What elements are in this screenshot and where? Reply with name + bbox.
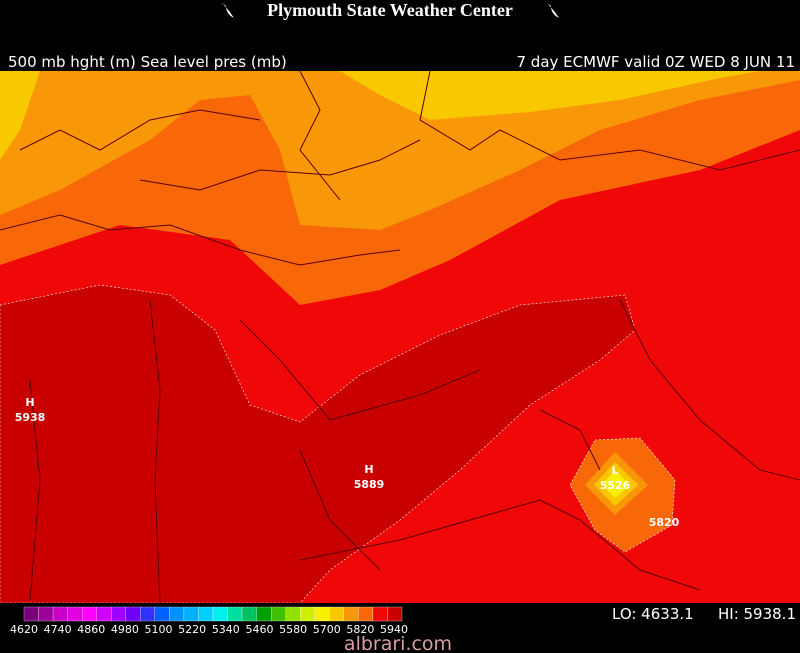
colorbar-swatch (241, 606, 257, 622)
region (0, 71, 40, 160)
colorbar-swatch (96, 606, 112, 622)
colorbar-label: 5820 (346, 623, 374, 636)
border (0, 71, 800, 603)
colorbar-swatch (300, 606, 315, 622)
logo-swoosh (547, 3, 559, 18)
colorbar-swatch (169, 606, 185, 622)
colorbar-label: 5460 (245, 623, 273, 636)
logo-swoosh (222, 3, 234, 18)
region (0, 284, 636, 603)
center-value: 5526 (600, 479, 631, 492)
colorbar-swatch (314, 606, 330, 622)
colorbar-swatch (23, 606, 39, 622)
colorbar-swatch (52, 606, 68, 622)
contour-label: 5820 (649, 516, 680, 529)
colorbar-swatch (154, 606, 170, 622)
center-value: 5938 (15, 411, 46, 424)
center-symbol: H (25, 396, 34, 409)
colorbar-label: 5340 (212, 623, 240, 636)
colorbar-swatch (183, 606, 199, 622)
center-value: 5889 (354, 478, 385, 491)
colorbar-swatch (256, 606, 272, 622)
map (0, 71, 800, 603)
colorbar-swatch (358, 606, 374, 622)
center-symbol: L (611, 464, 618, 477)
colorbar-swatch (82, 606, 97, 622)
colorbar-swatch (227, 606, 243, 622)
colorbar-swatch (372, 606, 388, 622)
colorbar-label: 5940 (380, 623, 408, 636)
colorbar-swatch (329, 606, 344, 622)
stat-hi: HI: 5938.1 (718, 605, 796, 623)
center-symbol: H (364, 463, 373, 476)
right-caption: 7 day ECMWF valid 0Z WED 8 JUN 11 (517, 53, 796, 71)
colorbar-label: 5100 (145, 623, 173, 636)
colorbar-swatch (212, 606, 228, 622)
colorbar-swatch (387, 606, 403, 622)
colorbar-label: 4620 (10, 623, 38, 636)
colorbar-label: 4740 (44, 623, 72, 636)
colorbar-swatch (198, 606, 214, 622)
colorbar-swatch (140, 606, 155, 622)
region (602, 470, 630, 498)
colorbar-swatch (285, 606, 301, 622)
colorbar-label: 5220 (178, 623, 206, 636)
watermark: albrari.com (344, 633, 452, 653)
colorbar-swatch (67, 606, 83, 622)
colorbar-swatch (343, 606, 359, 622)
colorbar-swatch (271, 606, 286, 622)
colorbar-label: 4860 (77, 623, 105, 636)
colorbar-swatch (111, 606, 126, 622)
colorbar-label: 4980 (111, 623, 139, 636)
colorbar-label: 5580 (279, 623, 307, 636)
region (340, 71, 760, 120)
colorbar-swatch (125, 606, 141, 622)
stat-lo: LO: 4633.1 (612, 605, 694, 623)
colorbar-swatch (38, 606, 54, 622)
colorbar-label: 5700 (313, 623, 341, 636)
left-caption: 500 mb hght (m) Sea level pres (mb) (8, 53, 287, 71)
title: Plymouth State Weather Center (267, 0, 513, 20)
